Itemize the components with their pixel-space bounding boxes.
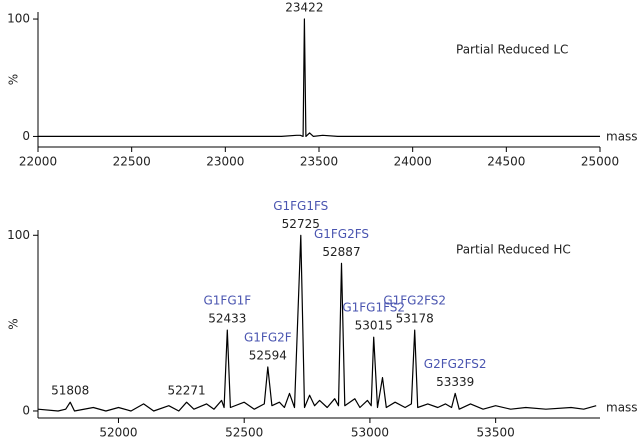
y-tick-label: 0 bbox=[22, 129, 30, 143]
x-tick-label: 22500 bbox=[113, 155, 151, 169]
x-tick-label: 25000 bbox=[581, 155, 619, 169]
peak-name-label: G1FG2FS2 bbox=[383, 294, 446, 308]
x-axis-label: mass bbox=[606, 401, 638, 415]
x-tick-label: 23500 bbox=[300, 155, 338, 169]
peak-name-label: G2FG2FS2 bbox=[424, 357, 487, 371]
x-tick-label: 52000 bbox=[99, 426, 137, 440]
y-tick-label: 0 bbox=[22, 403, 30, 417]
y-axis-label: % bbox=[7, 318, 21, 329]
x-tick-label: 24500 bbox=[487, 155, 525, 169]
y-tick-label: 100 bbox=[7, 228, 30, 242]
x-tick-label: 22000 bbox=[19, 155, 57, 169]
panel-title: Partial Reduced LC bbox=[456, 43, 568, 57]
panel-title: Partial Reduced HC bbox=[456, 243, 571, 257]
peak-mass-label: 53015 bbox=[355, 319, 393, 333]
peak-name-label: G1FG1FS2 bbox=[342, 301, 405, 315]
y-tick-label: 100 bbox=[7, 12, 30, 26]
x-tick-label: 52500 bbox=[225, 426, 263, 440]
peak-mass-label: 53178 bbox=[396, 312, 434, 326]
x-tick-label: 24000 bbox=[394, 155, 432, 169]
peak-mass-label: 52271 bbox=[168, 384, 206, 398]
spectrum-line bbox=[37, 234, 597, 412]
peak-mass-label: 23422 bbox=[285, 1, 323, 15]
peak-name-label: G1FG2F bbox=[244, 331, 292, 345]
peak-mass-label: 52887 bbox=[322, 245, 360, 259]
x-tick-label: 23000 bbox=[206, 155, 244, 169]
y-axis-label: % bbox=[7, 74, 21, 85]
peak-name-label: G1FG1F bbox=[204, 294, 252, 308]
peak-name-label: G1FG1FS bbox=[273, 199, 328, 213]
peak-name-label: G1FG2FS bbox=[314, 227, 369, 241]
x-tick-label: 53500 bbox=[477, 426, 515, 440]
x-tick-label: 53000 bbox=[351, 426, 389, 440]
peak-mass-label: 51808 bbox=[51, 384, 89, 398]
spectrum-line bbox=[38, 18, 600, 137]
x-axis-label: mass bbox=[606, 130, 638, 144]
peak-mass-label: 52433 bbox=[208, 312, 246, 326]
peak-mass-label: 52594 bbox=[249, 349, 287, 363]
peak-mass-label: 53339 bbox=[436, 375, 474, 389]
peak-mass-label: 52725 bbox=[282, 217, 320, 231]
